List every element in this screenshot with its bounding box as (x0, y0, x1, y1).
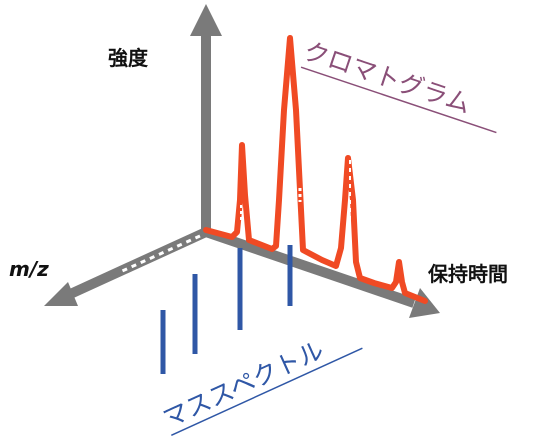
mz-axis-label: m/z (9, 257, 49, 281)
retention-time-axis-label: 保持時間 (427, 262, 508, 286)
chromatogram-label-underline (300, 66, 497, 134)
intensity-axis-label: 強度 (108, 46, 149, 70)
mass-spectrum-label-group: マススペクトル (158, 335, 363, 436)
mz-axis (63, 227, 209, 301)
retention-time-axis (204, 227, 416, 308)
axes (44, 4, 440, 318)
mass-spectrum (160, 245, 293, 374)
intensity-axis-arrowhead (190, 4, 222, 36)
mass-spectrum-label-underline (171, 347, 363, 436)
mz-axis-hidden-segment (119, 234, 201, 274)
chromatogram-label: クロマトグラム (300, 36, 474, 119)
mass-spectrum-label: マススペクトル (158, 335, 328, 433)
chromatogram-trace (203, 35, 428, 304)
mz-axis-arrowhead (44, 282, 78, 306)
chromatogram (203, 35, 428, 304)
chromatogram-label-group: クロマトグラム (300, 36, 497, 134)
